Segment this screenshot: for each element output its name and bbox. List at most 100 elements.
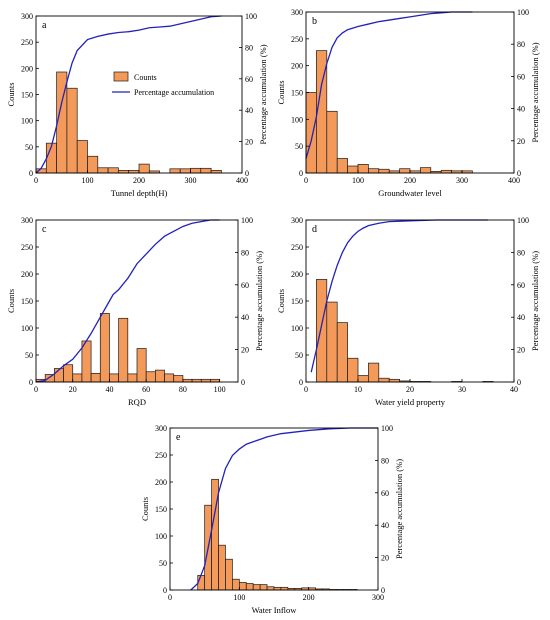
- y2-tick-label: 60: [517, 281, 525, 290]
- bar: [81, 340, 92, 383]
- panel-letter: a: [42, 20, 47, 31]
- x-tick-label: 0: [304, 176, 308, 185]
- y2-tick-label: 80: [517, 248, 525, 257]
- bar: [252, 584, 261, 591]
- x-tick-label: 100: [233, 593, 245, 602]
- y2-axis-label: Percentage accumulation (%): [530, 42, 540, 142]
- bar: [266, 586, 275, 591]
- y-tick-label: 250: [21, 38, 33, 47]
- chart-panel-d: 0 10 20 30 40050100150200250300020406080100d…: [276, 216, 540, 407]
- bar: [164, 373, 175, 383]
- y2-tick-label: 80: [245, 43, 253, 52]
- bar: [97, 167, 109, 174]
- y2-tick-label: 0: [381, 586, 385, 595]
- x-tick-label: 200: [303, 593, 315, 602]
- bar: [197, 575, 206, 591]
- y-tick-label: 250: [291, 35, 303, 44]
- y-tick-label: 200: [291, 62, 303, 71]
- bar: [399, 168, 411, 174]
- y-tick-label: 50: [295, 142, 303, 151]
- cumulative-line: [190, 427, 378, 591]
- x-tick-label: 100: [82, 176, 94, 185]
- x-axis-label: Groundwater level: [378, 188, 442, 198]
- y2-tick-label: 0: [517, 169, 521, 178]
- chart-panel-a: 0 100 200 300 400050100150200250300020406080…: [6, 12, 268, 198]
- y-tick-label: 250: [21, 243, 33, 252]
- y-tick-label: 250: [291, 243, 303, 252]
- y2-tick-label: 20: [517, 346, 525, 355]
- bar: [99, 313, 110, 383]
- x-tick-label: 0: [304, 385, 308, 394]
- x-tick-label: 200: [404, 176, 416, 185]
- bar: [316, 279, 328, 383]
- y2-tick-label: 0: [245, 169, 249, 178]
- x-tick-label: 200: [133, 176, 145, 185]
- bar: [368, 168, 380, 174]
- cumulative-line: [310, 219, 488, 373]
- chart-panel-b: 0 100 200 300 400050100150200250300020406080…: [276, 8, 540, 198]
- y-tick-label: 300: [155, 424, 167, 433]
- y2-axis-label: Percentage accumulation (%): [254, 251, 264, 351]
- y2-tick-label: 80: [517, 40, 525, 49]
- y-tick-label: 150: [21, 297, 33, 306]
- bar: [155, 369, 165, 383]
- bar: [420, 167, 432, 174]
- y-tick-label: 50: [25, 143, 33, 152]
- y-tick-label: 0: [29, 378, 33, 387]
- y2-tick-label: 0: [517, 378, 521, 387]
- y2-tick-label: 40: [381, 521, 389, 530]
- x-tick-label: 0: [168, 593, 172, 602]
- bar: [378, 168, 390, 174]
- bar: [347, 165, 359, 174]
- y-tick-label: 50: [295, 351, 303, 360]
- y-tick-label: 150: [21, 91, 33, 100]
- y-axis-label: Counts: [276, 289, 286, 313]
- bar: [138, 163, 150, 174]
- legend-swatch-bars: [113, 71, 129, 82]
- bar: [259, 584, 268, 591]
- y-tick-label: 300: [21, 12, 33, 21]
- bar: [232, 578, 240, 591]
- x-axis-label: Tunnel depth(H): [111, 188, 168, 198]
- x-axis-label: Water Inflow: [252, 605, 298, 615]
- cumulative-line: [35, 15, 222, 174]
- bar: [218, 544, 226, 591]
- y-tick-label: 200: [155, 478, 167, 487]
- bar: [66, 87, 78, 174]
- y-tick-label: 300: [21, 216, 33, 225]
- y-tick-label: 100: [291, 324, 303, 333]
- y-tick-label: 150: [155, 505, 167, 514]
- x-tick-label: 30: [458, 385, 466, 394]
- bar: [109, 373, 119, 383]
- y-tick-label: 0: [299, 378, 303, 387]
- cumulative-line: [305, 11, 473, 159]
- y2-tick-label: 60: [241, 281, 249, 290]
- y-tick-label: 50: [25, 351, 33, 360]
- chart-panel-e: 0 100 200 300050100150200250300020406080100…: [140, 424, 404, 615]
- x-tick-label: 0: [34, 385, 38, 394]
- y-tick-label: 0: [29, 169, 33, 178]
- bar: [200, 167, 212, 174]
- y-axis-label: Counts: [140, 497, 150, 521]
- bar: [145, 371, 156, 383]
- bar: [190, 167, 202, 174]
- bar: [357, 375, 369, 383]
- y2-tick-label: 0: [241, 378, 245, 387]
- x-tick-label: 40: [105, 385, 113, 394]
- y-tick-label: 200: [291, 270, 303, 279]
- y2-axis-label: Percentage accumulation (%): [394, 459, 404, 559]
- bar: [107, 167, 119, 174]
- x-tick-label: 300: [185, 176, 197, 185]
- legend-label: Percentage accumulation: [134, 88, 214, 97]
- x-tick-label: 40: [510, 385, 518, 394]
- legend-label: Counts: [134, 73, 157, 82]
- y-tick-label: 50: [159, 559, 167, 568]
- y2-axis-label: Percentage accumulation (%): [530, 251, 540, 351]
- legend: Counts Percentage accumulation: [112, 71, 214, 97]
- y2-tick-label: 40: [241, 313, 249, 322]
- y-axis-label: Counts: [276, 80, 286, 104]
- y-tick-label: 300: [291, 8, 303, 17]
- bar: [336, 158, 348, 174]
- bar: [127, 373, 138, 383]
